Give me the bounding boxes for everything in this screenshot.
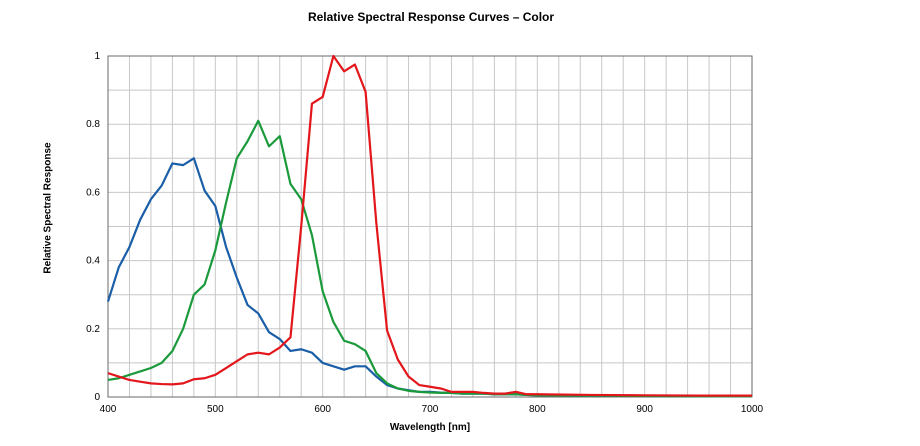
plot-frame (107, 55, 753, 398)
y-tick-label: 0 (94, 392, 100, 403)
chart-title: Relative Spectral Response Curves – Colo… (307, 10, 555, 24)
x-axis-label: Wavelength [nm] (389, 422, 471, 433)
grid-layer (107, 55, 753, 398)
y-tick-label: 1 (94, 51, 100, 62)
x-tick-label: 500 (207, 404, 224, 415)
x-tick-label: 1000 (741, 404, 764, 415)
y-tick-label: 0.4 (86, 256, 100, 267)
y-tick-label: 0.2 (86, 324, 100, 335)
tick-layer: 400 500 600 700 800 900 1000 0 0.2 0.4 0.6 0.8 1 (86, 51, 763, 415)
y-tick-label: 0.6 (86, 187, 100, 198)
series-line-3 (107, 54, 752, 397)
x-tick-label: 900 (636, 404, 653, 415)
x-tick-label: 600 (314, 404, 331, 415)
x-tick-label: 400 (100, 404, 117, 415)
x-tick-label: 700 (422, 404, 439, 415)
y-tick-label: 0.8 (86, 119, 100, 130)
series-layer (106, 54, 753, 398)
x-tick-label: 800 (529, 404, 546, 415)
